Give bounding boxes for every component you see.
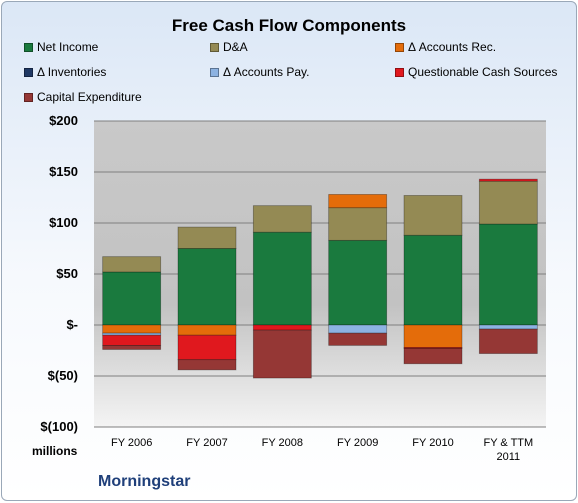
y-tick-label: $(100) [40, 419, 78, 434]
bar-segment [252, 231, 312, 326]
bar-segment [403, 234, 463, 326]
x-tick-label: 2011 [497, 451, 521, 463]
bar-segment [177, 334, 237, 361]
bar-segment [177, 248, 237, 326]
legend-item-questionable-cash: Questionable Cash Sources [395, 65, 557, 79]
legend-label: Δ Inventories [37, 65, 107, 79]
legend-label: D&A [223, 40, 248, 54]
x-tick-label: FY & TTM [483, 437, 533, 449]
bar-segment [403, 195, 463, 236]
bar-segment [177, 359, 237, 371]
x-tick-label: FY 2008 [262, 437, 303, 449]
legend-item-accounts-pay: Δ Accounts Pay. [210, 65, 310, 79]
legend-label: Net Income [37, 40, 99, 54]
legend-swatch [24, 42, 33, 52]
legend-label: Capital Expenditure [37, 90, 142, 104]
bar-segment [403, 324, 463, 348]
bar-segment [328, 207, 388, 241]
x-tick-label: FY 2007 [186, 437, 227, 449]
bar-segment [252, 329, 312, 379]
legend-item-inventories: Δ Inventories [24, 65, 106, 79]
bar-segment [328, 194, 388, 209]
bar-segment [102, 324, 162, 334]
bar-segment [478, 178, 538, 182]
bar-segment [177, 324, 237, 336]
bar-segment [102, 344, 162, 350]
legend-label: Δ Accounts Pay. [223, 65, 310, 79]
x-tick-label: FY 2006 [111, 437, 152, 449]
y-tick-label: $100 [49, 215, 78, 230]
bar-segment [403, 348, 463, 365]
bar-segment [252, 205, 312, 233]
legend-item-net-income: Net Income [24, 40, 98, 54]
y-tick-label: $(50) [48, 368, 78, 383]
bar-segment [102, 334, 162, 346]
bar-segment [102, 271, 162, 326]
legend-swatch [395, 67, 404, 77]
legend-label: Questionable Cash Sources [408, 65, 558, 79]
bar-segment [328, 332, 388, 346]
legend-label: Δ Accounts Rec. [408, 40, 497, 54]
bar-segment [478, 223, 538, 326]
legend-swatch [210, 67, 219, 77]
x-tick-label: FY 2010 [412, 437, 453, 449]
legend-item-d-and-a: D&A [210, 40, 248, 54]
legend-swatch [24, 67, 33, 77]
y-tick-label: $- [66, 317, 78, 332]
bar-segment [478, 180, 538, 225]
bar-segment [478, 328, 538, 354]
y-tick-label: $200 [49, 113, 78, 128]
y-tick-label: $50 [56, 266, 78, 281]
x-tick-label: FY 2009 [337, 437, 378, 449]
legend-item-capital-expenditure: Capital Expenditure [24, 90, 142, 104]
legend-swatch [210, 42, 219, 52]
chart-legend: Net Income D&A Δ Accounts Rec. Δ Invento… [24, 38, 564, 106]
bar-segment [252, 324, 312, 331]
legend-swatch [395, 42, 404, 52]
legend-swatch [24, 92, 33, 102]
legend-item-accounts-rec: Δ Accounts Rec. [395, 40, 496, 54]
units-label: millions [32, 444, 78, 458]
bar-segment [328, 324, 388, 334]
bar-segment [177, 226, 237, 249]
brand-label: Morningstar [98, 473, 191, 490]
y-tick-label: $150 [49, 164, 78, 179]
bar-segment [478, 324, 538, 330]
bar-segment [328, 239, 388, 326]
bar-segment [102, 256, 162, 273]
chart-title: Free Cash Flow Components [171, 16, 407, 35]
